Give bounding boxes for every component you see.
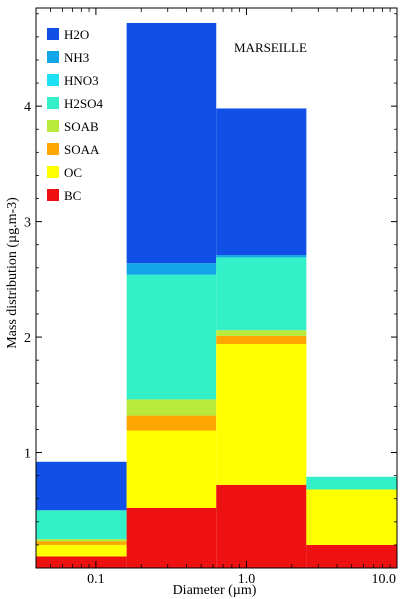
bar-segment-soab-bin-3 <box>216 330 307 336</box>
y-tick-label: 3 <box>24 216 31 231</box>
legend-swatch-soab <box>47 120 59 132</box>
bars-layer <box>36 23 397 568</box>
legend-label-h2so4: H2SO4 <box>64 96 104 111</box>
bar-segment-oc-bin-2 <box>126 430 217 508</box>
bar-segment-oc-bin-4 <box>306 489 397 545</box>
bar-segment-h2so4-bin-1 <box>36 510 127 540</box>
legend-swatch-h2so4 <box>47 97 59 109</box>
x-tick-label: 10.0 <box>372 572 397 587</box>
bar-segment-nh3-bin-2 <box>126 263 217 275</box>
x-axis-label: Diameter (µm) <box>173 583 257 598</box>
bar-segment-h2so4-bin-2 <box>126 274 217 400</box>
legend-label-soaa: SOAA <box>64 142 100 157</box>
bar-segment-h2so4-bin-4 <box>306 476 397 490</box>
legend-label-hno3: HNO3 <box>64 73 99 88</box>
legend-swatch-h2o <box>47 28 59 40</box>
ticks-layer: 1 2 3 4 0.1 1.0 10.0 <box>24 8 398 587</box>
legend-label-h2o: H2O <box>64 27 89 42</box>
plot-frame <box>35 7 398 569</box>
bar-segment-h2o-bin-2 <box>126 23 217 264</box>
legend-label-bc: BC <box>64 188 81 203</box>
bar-segment-soaa-bin-1 <box>36 541 127 545</box>
legend-swatch-soaa <box>47 143 59 155</box>
legend-swatch-oc <box>47 166 59 178</box>
bar-segment-bc-bin-3 <box>216 484 307 568</box>
bar-segment-h2o-bin-3 <box>216 108 307 256</box>
legend-swatch-bc <box>47 189 59 201</box>
x-tick-label: 1.0 <box>238 572 256 587</box>
chart-title: MARSEILLE <box>234 40 307 55</box>
legend-label-soab: SOAB <box>64 119 99 134</box>
y-axis-label: Mass distribution (µg.m-3) <box>5 197 20 349</box>
bar-segment-oc-bin-3 <box>216 344 307 485</box>
bar-segment-bc-bin-2 <box>126 507 217 568</box>
legend-swatch-hno3 <box>47 74 59 86</box>
legend-swatch-nh3 <box>47 51 59 63</box>
bar-segment-soaa-bin-3 <box>216 335 307 344</box>
legend-label-nh3: NH3 <box>64 50 89 65</box>
y-tick-label: 2 <box>24 331 31 346</box>
bar-segment-soaa-bin-2 <box>126 415 217 431</box>
legend: H2O NH3 HNO3 H2SO4 SOAB SOAA OC BC <box>47 27 104 203</box>
x-tick-label: 0.1 <box>87 572 105 587</box>
bar-segment-nh3-bin-3 <box>216 255 307 258</box>
y-tick-label: 1 <box>24 447 31 462</box>
bar-segment-h2o-bin-1 <box>36 461 127 511</box>
bar-segment-soab-bin-2 <box>126 399 217 416</box>
bar-segment-bc-bin-4 <box>306 544 397 568</box>
bar-segment-h2so4-bin-3 <box>216 257 307 331</box>
bar-segment-soab-bin-1 <box>36 539 127 542</box>
bar-segment-oc-bin-1 <box>36 544 127 557</box>
y-tick-label: 4 <box>24 100 31 115</box>
legend-label-oc: OC <box>64 165 82 180</box>
bar-segment-bc-bin-1 <box>36 556 127 568</box>
